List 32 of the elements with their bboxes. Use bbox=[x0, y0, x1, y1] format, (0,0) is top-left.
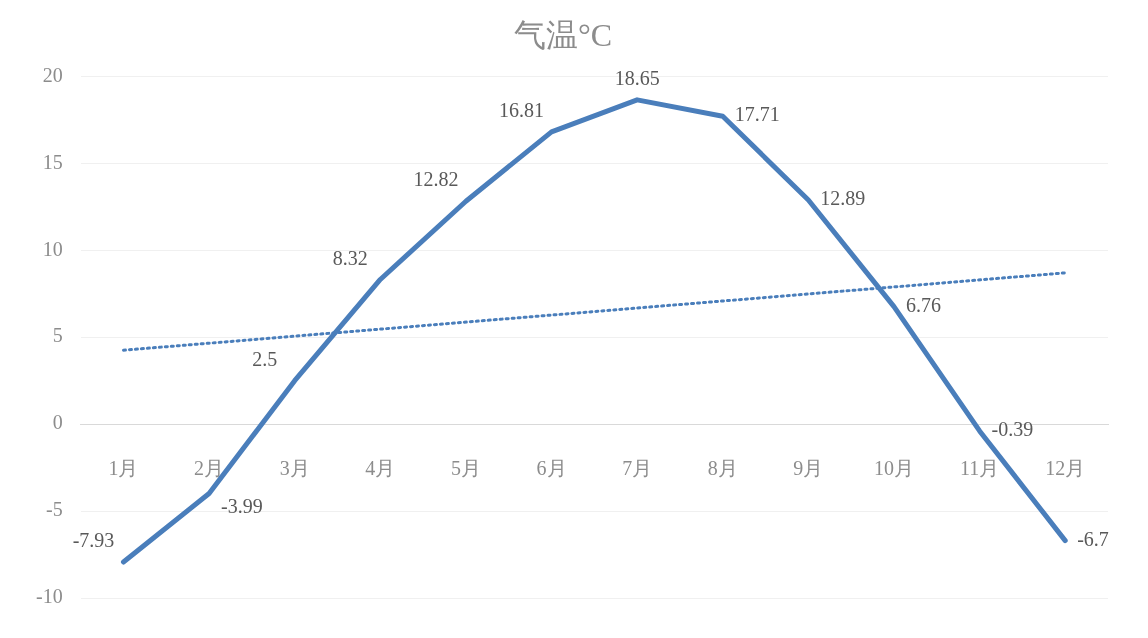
chart-title: 气温°C bbox=[513, 16, 613, 53]
data-label: 17.71 bbox=[734, 103, 780, 126]
x-tick-label: 5月 bbox=[450, 457, 481, 480]
data-label: 12.89 bbox=[820, 187, 866, 210]
data-label: 8.32 bbox=[332, 246, 368, 269]
data-label: 16.81 bbox=[499, 99, 545, 122]
x-tick-label: 6月 bbox=[536, 457, 567, 480]
y-tick-label: -5 bbox=[45, 498, 63, 521]
x-tick-label: 9月 bbox=[793, 457, 824, 480]
y-tick-label: 20 bbox=[42, 63, 63, 86]
y-tick-label: 10 bbox=[42, 237, 63, 260]
y-tick-label: 15 bbox=[42, 150, 63, 173]
x-tick-label: 10月 bbox=[873, 457, 914, 480]
data-label: -6.7 bbox=[1077, 527, 1109, 550]
x-tick-label: 11月 bbox=[959, 457, 1000, 480]
x-tick-label: 4月 bbox=[365, 457, 396, 480]
y-tick-label: 5 bbox=[52, 324, 63, 347]
y-tick-label: 0 bbox=[52, 411, 63, 434]
data-label: 12.82 bbox=[413, 168, 459, 191]
data-label: -3.99 bbox=[221, 494, 263, 517]
y-tick-label: -10 bbox=[35, 585, 63, 608]
x-tick-label: 2月 bbox=[194, 457, 225, 480]
x-tick-label: 8月 bbox=[707, 457, 738, 480]
x-tick-label: 7月 bbox=[622, 457, 653, 480]
data-label: -0.39 bbox=[991, 418, 1034, 441]
x-tick-label: 12月 bbox=[1045, 457, 1086, 480]
data-label: -7.93 bbox=[72, 529, 115, 552]
data-label: 18.65 bbox=[614, 67, 660, 90]
x-tick-label: 1月 bbox=[108, 457, 139, 480]
x-tick-label: 3月 bbox=[279, 457, 310, 480]
data-label: 2.5 bbox=[252, 347, 278, 370]
data-label: 6.76 bbox=[905, 293, 941, 316]
